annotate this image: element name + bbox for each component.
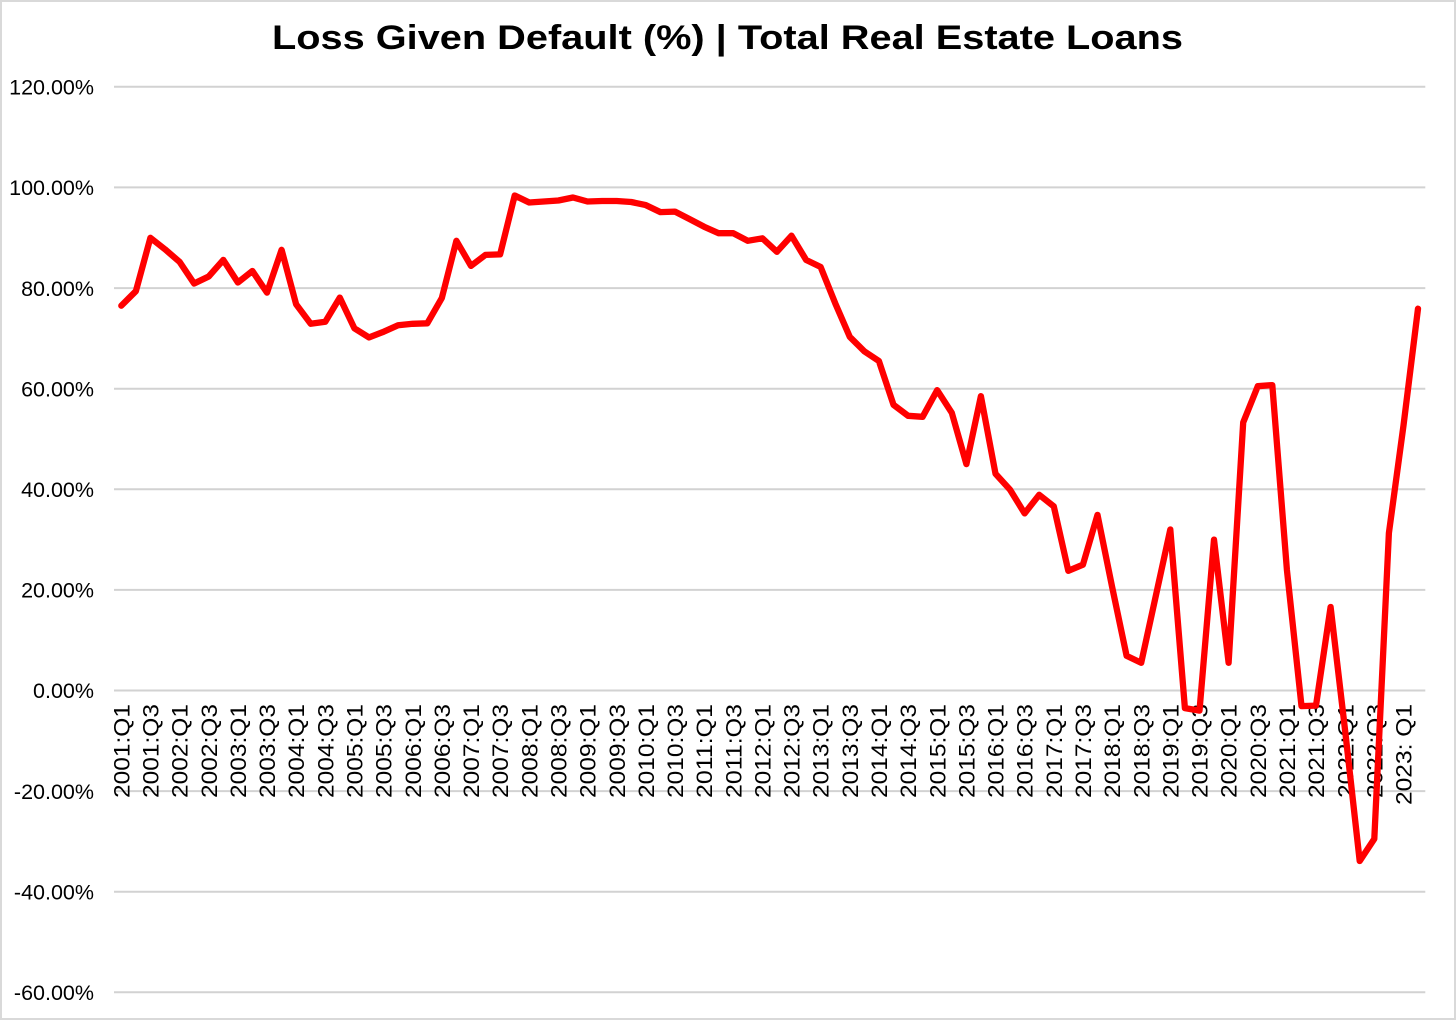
svg-text:2017:Q1: 2017:Q1 (1042, 704, 1067, 798)
svg-text:2015:Q3: 2015:Q3 (955, 704, 980, 798)
svg-text:100.00%: 100.00% (9, 176, 94, 200)
svg-text:2013:Q1: 2013:Q1 (809, 704, 834, 798)
svg-text:-60.00%: -60.00% (14, 981, 94, 1005)
svg-text:-20.00%: -20.00% (14, 780, 94, 804)
svg-text:2009:Q3: 2009:Q3 (605, 704, 630, 798)
svg-text:40.00%: 40.00% (21, 478, 94, 502)
svg-text:2010:Q3: 2010:Q3 (663, 704, 688, 798)
svg-text:2003:Q3: 2003:Q3 (255, 704, 280, 798)
svg-text:60.00%: 60.00% (21, 377, 94, 401)
svg-text:2019:Q3: 2019:Q3 (1188, 704, 1213, 798)
svg-text:2020:Q1: 2020:Q1 (1217, 704, 1242, 798)
svg-text:2017:Q3: 2017:Q3 (1071, 704, 1096, 798)
svg-text:20.00%: 20.00% (21, 579, 94, 603)
svg-text:2012:Q3: 2012:Q3 (780, 704, 805, 798)
svg-text:2001:Q1: 2001:Q1 (109, 704, 134, 798)
svg-text:0.00%: 0.00% (33, 679, 94, 703)
svg-text:120.00%: 120.00% (9, 76, 94, 100)
svg-text:2002:Q3: 2002:Q3 (197, 704, 222, 798)
svg-text:2003:Q1: 2003:Q1 (226, 704, 251, 798)
svg-text:2021:Q3: 2021:Q3 (1304, 704, 1329, 798)
svg-text:2023: Q1: 2023: Q1 (1392, 704, 1417, 805)
svg-text:2009:Q1: 2009:Q1 (576, 704, 601, 798)
svg-text:2020:Q3: 2020:Q3 (1246, 704, 1271, 798)
svg-text:2004:Q1: 2004:Q1 (284, 704, 309, 798)
svg-text:2007:Q1: 2007:Q1 (459, 704, 484, 798)
svg-text:2001:Q3: 2001:Q3 (139, 704, 164, 798)
svg-text:2019:Q1: 2019:Q1 (1158, 704, 1183, 798)
svg-text:2011:Q3: 2011:Q3 (721, 704, 746, 798)
svg-text:2016:Q1: 2016:Q1 (984, 704, 1009, 798)
svg-text:2013:Q3: 2013:Q3 (838, 704, 863, 798)
svg-text:2012:Q1: 2012:Q1 (751, 704, 776, 798)
svg-text:2014:Q1: 2014:Q1 (867, 704, 892, 798)
svg-text:2015:Q1: 2015:Q1 (925, 704, 950, 798)
svg-text:2018:Q1: 2018:Q1 (1100, 704, 1125, 798)
svg-text:2006:Q1: 2006:Q1 (401, 704, 426, 798)
svg-text:2021:Q1: 2021:Q1 (1275, 704, 1300, 798)
svg-text:2008:Q1: 2008:Q1 (517, 704, 542, 798)
svg-text:2008:Q3: 2008:Q3 (547, 704, 572, 798)
svg-text:2005:Q1: 2005:Q1 (343, 704, 368, 798)
svg-text:2011:Q1: 2011:Q1 (692, 704, 717, 798)
svg-text:-40.00%: -40.00% (14, 880, 94, 904)
svg-text:2005:Q3: 2005:Q3 (372, 704, 397, 798)
svg-text:2016:Q3: 2016:Q3 (1013, 704, 1038, 798)
svg-text:2018:Q3: 2018:Q3 (1129, 704, 1154, 798)
svg-text:2002:Q1: 2002:Q1 (168, 704, 193, 798)
svg-text:2006:Q3: 2006:Q3 (430, 704, 455, 798)
svg-text:2014:Q3: 2014:Q3 (896, 704, 921, 798)
svg-text:Loss Given Default (%) | Total: Loss Given Default (%) | Total Real Esta… (272, 19, 1183, 57)
svg-text:80.00%: 80.00% (21, 277, 94, 301)
svg-text:2007:Q3: 2007:Q3 (488, 704, 513, 798)
svg-text:2010:Q1: 2010:Q1 (634, 704, 659, 798)
svg-text:2004:Q3: 2004:Q3 (313, 704, 338, 798)
